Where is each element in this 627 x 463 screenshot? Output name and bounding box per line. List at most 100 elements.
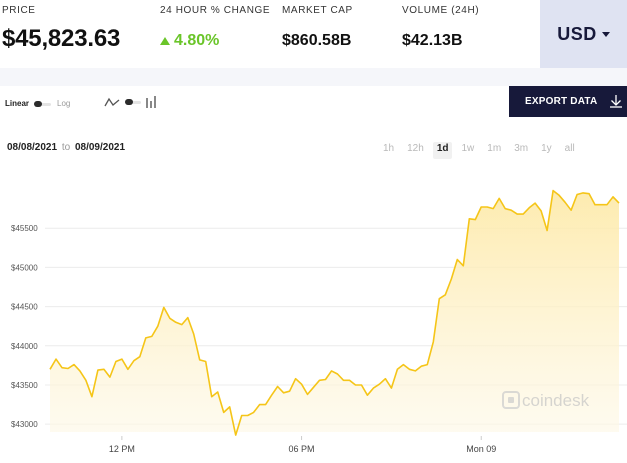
data-point <box>522 213 524 215</box>
chart-type-toggle[interactable] <box>104 96 157 108</box>
data-point <box>73 363 75 365</box>
data-point <box>294 378 296 380</box>
data-point <box>67 367 69 369</box>
interval-tab-1w[interactable]: 1w <box>461 143 475 154</box>
data-point <box>223 411 225 413</box>
data-point <box>282 392 284 394</box>
data-point <box>498 197 500 199</box>
up-arrow-icon <box>160 37 170 45</box>
data-point <box>564 201 566 203</box>
data-point <box>612 196 614 198</box>
data-point <box>151 335 153 337</box>
coindesk-watermark: coindesk <box>502 391 590 410</box>
date-end: 08/09/2021 <box>74 142 126 153</box>
data-point <box>462 265 464 267</box>
data-point <box>229 406 231 408</box>
interval-tab-all[interactable]: all <box>564 143 575 154</box>
data-point <box>528 207 530 209</box>
data-point <box>480 206 482 208</box>
date-start: 08/08/2021 <box>7 142 58 153</box>
data-point <box>247 414 249 416</box>
line-chart-icon[interactable] <box>104 96 120 108</box>
stats-bar: PRICE $45,823.63 24 HOUR % CHANGE 4.80% … <box>0 0 627 68</box>
data-point <box>115 360 117 362</box>
data-point <box>402 363 404 365</box>
interval-tab-3m[interactable]: 3m <box>514 143 529 154</box>
y-axis-labels: $43000 $43500 $44000 $44500 $45000 $45500 <box>11 224 38 429</box>
data-point <box>396 368 398 370</box>
data-point <box>121 358 123 360</box>
data-point <box>450 278 452 280</box>
data-point <box>127 368 129 370</box>
market-cap-label: MARKET CAP <box>282 5 353 16</box>
interval-tab-1y[interactable]: 1y <box>541 143 552 154</box>
data-point <box>390 387 392 389</box>
price-label: PRICE <box>2 5 36 16</box>
scale-log-label[interactable]: Log <box>57 99 71 108</box>
data-point <box>342 379 344 381</box>
chart-type-switch[interactable] <box>124 98 142 106</box>
data-point <box>516 213 518 215</box>
volume-stat: VOLUME (24H) $42.13B <box>402 5 479 50</box>
currency-selector[interactable]: USD <box>540 0 627 68</box>
scale-toggle[interactable]: Linear Log <box>5 99 70 108</box>
price-chart: coindesk $43000$43500$44000$44500$45000$… <box>11 189 627 454</box>
data-point <box>354 384 356 386</box>
y-tick-label: $44500 <box>11 303 38 312</box>
data-point <box>492 207 494 209</box>
interval-tab-1d[interactable]: 1d <box>432 142 453 159</box>
data-point <box>414 370 416 372</box>
data-point <box>211 396 213 398</box>
data-point <box>91 396 93 398</box>
data-point <box>606 204 608 206</box>
data-point <box>576 193 578 195</box>
chart-panel: coindesk $43000 $43500 $44000 $44500 $45000 $… <box>0 86 627 463</box>
data-point <box>133 360 135 362</box>
data-point <box>55 358 57 360</box>
volume-label: VOLUME (24H) <box>402 5 480 16</box>
data-point <box>600 204 602 206</box>
data-point <box>193 333 195 335</box>
price-value: $45,823.63 <box>2 25 121 52</box>
data-point <box>348 379 350 381</box>
data-point <box>157 325 159 327</box>
change-value: 4.80% <box>174 32 220 49</box>
data-point <box>205 360 207 362</box>
data-point <box>85 379 87 381</box>
interval-tab-12h[interactable]: 12h <box>407 143 424 154</box>
data-point <box>486 206 488 208</box>
bar-chart-icon[interactable] <box>145 96 157 108</box>
data-point <box>408 368 410 370</box>
data-point <box>199 359 201 361</box>
data-point <box>103 368 105 370</box>
data-point <box>456 258 458 260</box>
change-value-row: 4.80% <box>160 32 270 50</box>
x-tick-label: 12 PM <box>109 444 135 454</box>
x-tick-label: Mon 09 <box>466 444 496 454</box>
data-point <box>474 218 476 220</box>
data-point <box>420 365 422 367</box>
data-point <box>444 294 446 296</box>
data-point <box>306 393 308 395</box>
data-point <box>432 341 434 343</box>
interval-tab-1m[interactable]: 1m <box>487 143 502 154</box>
data-point <box>582 192 584 194</box>
data-point <box>360 384 362 386</box>
interval-tab-1h[interactable]: 1h <box>383 143 395 154</box>
section-divider <box>0 68 627 86</box>
data-point <box>109 376 111 378</box>
data-point <box>378 383 380 385</box>
y-tick-label: $43500 <box>11 381 38 390</box>
data-point <box>570 209 572 211</box>
interval-tabs: 1h 12h 1d 1w 1m 3m 1y all <box>379 142 584 159</box>
data-point <box>288 390 290 392</box>
scale-switch[interactable] <box>34 100 52 108</box>
scale-linear-label[interactable]: Linear <box>5 99 30 108</box>
data-point <box>276 385 278 387</box>
y-tick-label: $45500 <box>11 224 38 233</box>
change-label: 24 HOUR % CHANGE <box>160 5 271 16</box>
export-data-button[interactable]: EXPORT DATA <box>509 86 627 117</box>
data-point <box>372 387 374 389</box>
y-tick-label: $45000 <box>11 263 38 272</box>
market-cap-stat: MARKET CAP $860.58B <box>282 5 353 50</box>
